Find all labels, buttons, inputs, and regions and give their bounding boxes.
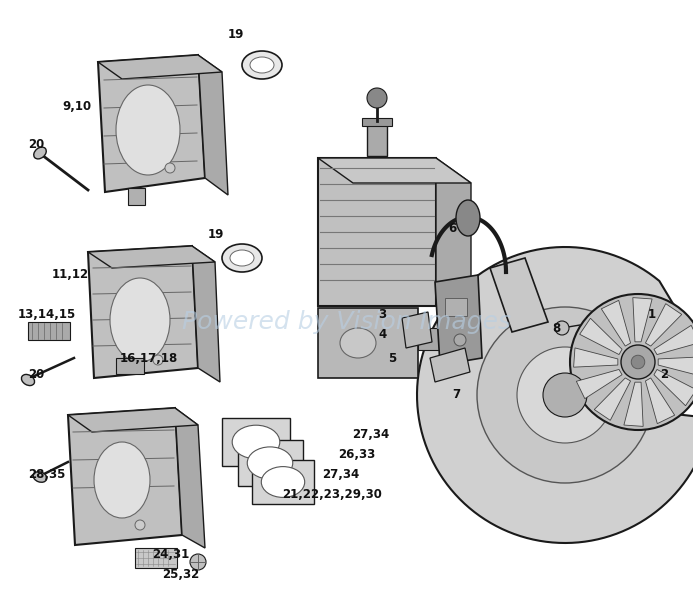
Polygon shape — [98, 55, 205, 192]
Bar — [367, 121, 387, 156]
Polygon shape — [98, 55, 222, 79]
Polygon shape — [624, 382, 643, 426]
Polygon shape — [645, 304, 682, 346]
Text: 19: 19 — [208, 228, 225, 241]
Ellipse shape — [250, 57, 274, 73]
Ellipse shape — [33, 472, 47, 483]
Bar — [318, 308, 418, 378]
Polygon shape — [577, 370, 622, 399]
Polygon shape — [645, 378, 675, 424]
Text: 1: 1 — [648, 308, 656, 321]
Circle shape — [190, 554, 206, 570]
Ellipse shape — [232, 425, 280, 459]
Polygon shape — [430, 348, 470, 382]
Text: 11,12: 11,12 — [52, 268, 89, 281]
Circle shape — [153, 355, 163, 365]
Bar — [116, 358, 144, 374]
Text: Powered by Vision Images: Powered by Vision Images — [182, 310, 511, 334]
Text: 9,10: 9,10 — [62, 100, 91, 113]
Text: 27,34: 27,34 — [352, 428, 389, 441]
Polygon shape — [252, 460, 314, 504]
Ellipse shape — [456, 200, 480, 236]
Text: 27,34: 27,34 — [322, 468, 359, 481]
Text: 8: 8 — [552, 322, 560, 335]
Polygon shape — [579, 318, 622, 354]
Polygon shape — [88, 246, 198, 378]
Ellipse shape — [116, 85, 180, 175]
Text: 5: 5 — [388, 352, 396, 365]
Circle shape — [477, 307, 653, 483]
Polygon shape — [68, 408, 198, 432]
Ellipse shape — [230, 250, 254, 266]
Text: 2: 2 — [660, 368, 668, 381]
Polygon shape — [362, 118, 392, 126]
Polygon shape — [654, 370, 693, 405]
Bar — [135, 548, 177, 568]
Polygon shape — [192, 246, 220, 382]
Polygon shape — [595, 378, 631, 421]
Circle shape — [570, 294, 693, 430]
Ellipse shape — [110, 278, 170, 362]
Circle shape — [543, 373, 587, 417]
Text: 20: 20 — [28, 368, 44, 381]
Text: 7: 7 — [452, 388, 460, 401]
Ellipse shape — [34, 147, 46, 159]
Text: 25,32: 25,32 — [162, 568, 200, 581]
Text: 3: 3 — [378, 308, 386, 321]
Polygon shape — [654, 325, 693, 354]
Circle shape — [621, 345, 655, 379]
Bar — [418, 328, 446, 350]
Ellipse shape — [261, 467, 305, 497]
Text: 26,33: 26,33 — [338, 448, 375, 461]
Polygon shape — [128, 188, 145, 205]
Circle shape — [555, 321, 569, 335]
Text: 16,17,18: 16,17,18 — [120, 352, 178, 365]
Polygon shape — [435, 275, 482, 365]
Polygon shape — [238, 440, 303, 486]
Ellipse shape — [242, 51, 282, 79]
Polygon shape — [222, 418, 290, 466]
Polygon shape — [68, 408, 182, 545]
Text: 19: 19 — [228, 28, 245, 41]
Polygon shape — [175, 408, 205, 548]
Circle shape — [454, 334, 466, 346]
Polygon shape — [436, 158, 471, 331]
Circle shape — [517, 347, 613, 443]
Polygon shape — [318, 158, 471, 183]
Ellipse shape — [21, 375, 35, 385]
Polygon shape — [658, 357, 693, 376]
Ellipse shape — [94, 442, 150, 518]
Bar — [318, 158, 436, 306]
Ellipse shape — [340, 328, 376, 358]
Bar — [28, 322, 70, 340]
Polygon shape — [490, 258, 548, 332]
Text: 6: 6 — [448, 222, 456, 235]
Text: 21,22,23,29,30: 21,22,23,29,30 — [282, 488, 382, 501]
Polygon shape — [574, 348, 618, 367]
Circle shape — [135, 520, 145, 530]
Ellipse shape — [247, 447, 292, 479]
Text: 24,31: 24,31 — [152, 548, 189, 561]
Polygon shape — [88, 246, 215, 268]
Polygon shape — [402, 312, 432, 348]
Polygon shape — [198, 55, 228, 195]
Polygon shape — [417, 247, 693, 543]
Text: 13,14,15: 13,14,15 — [18, 308, 76, 321]
Bar — [445, 298, 467, 316]
Circle shape — [367, 88, 387, 108]
Polygon shape — [602, 300, 631, 346]
Polygon shape — [633, 297, 652, 342]
Text: 4: 4 — [378, 328, 386, 341]
Text: 28,35: 28,35 — [28, 468, 65, 481]
Ellipse shape — [222, 244, 262, 272]
Circle shape — [631, 355, 644, 369]
Circle shape — [165, 163, 175, 173]
Text: 20: 20 — [28, 138, 44, 151]
